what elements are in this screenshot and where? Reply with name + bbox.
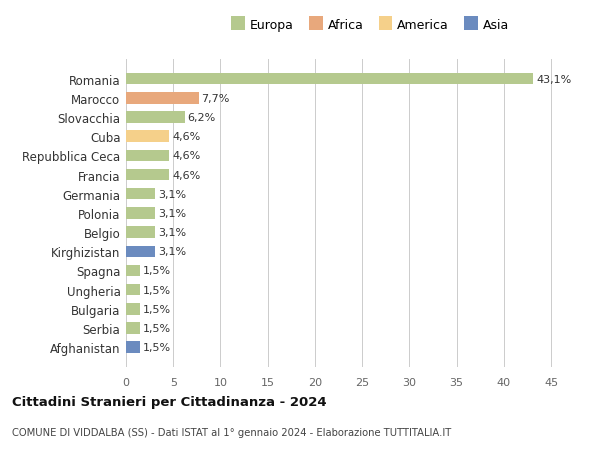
Text: 3,1%: 3,1% bbox=[158, 189, 186, 199]
Bar bbox=[126, 169, 169, 181]
Text: 4,6%: 4,6% bbox=[172, 132, 200, 142]
Text: 7,7%: 7,7% bbox=[202, 94, 230, 104]
Text: 43,1%: 43,1% bbox=[536, 74, 571, 84]
Bar bbox=[126, 227, 155, 238]
Text: 6,2%: 6,2% bbox=[187, 113, 215, 123]
Text: 3,1%: 3,1% bbox=[158, 247, 186, 257]
Text: COMUNE DI VIDDALBA (SS) - Dati ISTAT al 1° gennaio 2024 - Elaborazione TUTTITALI: COMUNE DI VIDDALBA (SS) - Dati ISTAT al … bbox=[12, 427, 451, 437]
Bar bbox=[126, 207, 155, 219]
Bar bbox=[126, 189, 155, 200]
Text: 1,5%: 1,5% bbox=[143, 285, 171, 295]
Text: 4,6%: 4,6% bbox=[172, 170, 200, 180]
Text: 1,5%: 1,5% bbox=[143, 323, 171, 333]
Bar bbox=[126, 342, 140, 353]
Bar bbox=[126, 131, 169, 143]
Legend: Europa, Africa, America, Asia: Europa, Africa, America, Asia bbox=[229, 17, 512, 35]
Bar bbox=[126, 150, 169, 162]
Bar bbox=[126, 73, 533, 85]
Bar bbox=[126, 246, 155, 257]
Bar bbox=[126, 93, 199, 104]
Bar bbox=[126, 265, 140, 277]
Bar bbox=[126, 303, 140, 315]
Bar bbox=[126, 323, 140, 334]
Text: 3,1%: 3,1% bbox=[158, 228, 186, 238]
Text: 3,1%: 3,1% bbox=[158, 208, 186, 218]
Bar bbox=[126, 112, 185, 123]
Text: 1,5%: 1,5% bbox=[143, 342, 171, 353]
Text: Cittadini Stranieri per Cittadinanza - 2024: Cittadini Stranieri per Cittadinanza - 2… bbox=[12, 395, 326, 408]
Text: 1,5%: 1,5% bbox=[143, 304, 171, 314]
Bar bbox=[126, 284, 140, 296]
Text: 4,6%: 4,6% bbox=[172, 151, 200, 161]
Text: 1,5%: 1,5% bbox=[143, 266, 171, 276]
